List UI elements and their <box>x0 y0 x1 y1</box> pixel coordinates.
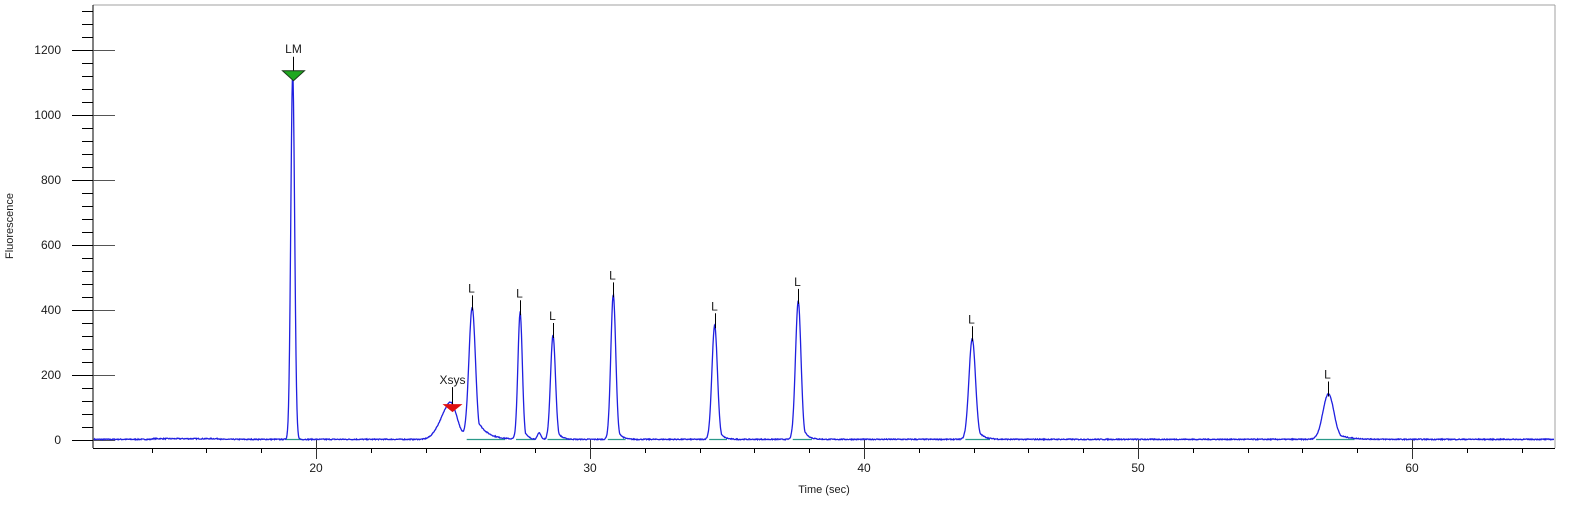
peak-annotations: LM Xsys L L L L L L L L <box>281 42 1331 413</box>
y-axis: 0 200 400 600 800 1000 1200 <box>34 5 115 448</box>
x-axis: 20 30 40 50 60 <box>93 440 1555 475</box>
plot-frame <box>93 4 1556 448</box>
y-axis-title: Fluorescence <box>4 193 16 259</box>
peak-label-ladder: L <box>1324 368 1331 382</box>
system-peak-triangle-icon <box>442 404 463 413</box>
peak-label-ladder: L <box>516 286 523 300</box>
y-tick-label: 600 <box>41 238 61 252</box>
peak-label-ladder: L <box>711 299 718 313</box>
peak-label-ladder: L <box>468 281 475 295</box>
lower-marker-triangle-icon <box>281 70 306 82</box>
x-tick-label: 50 <box>1131 461 1145 475</box>
peak-label-ladder: L <box>549 309 556 323</box>
peak-label-ladder: L <box>609 268 616 282</box>
x-tick-label: 20 <box>309 461 323 475</box>
x-tick-label: 30 <box>583 461 597 475</box>
y-tick-label: 800 <box>41 173 61 187</box>
peak-label-xsys: Xsys <box>439 373 465 387</box>
peak-label-ladder: L <box>968 312 975 326</box>
y-tick-label: 400 <box>41 303 61 317</box>
peak-label-lm: LM <box>285 42 302 56</box>
x-tick-label: 40 <box>857 461 871 475</box>
fluorescence-trace <box>93 73 1554 442</box>
y-tick-label: 1200 <box>34 43 61 57</box>
y-tick-label: 1000 <box>34 108 61 122</box>
y-tick-label: 0 <box>54 433 61 447</box>
peak-label-ladder: L <box>794 275 801 289</box>
x-axis-title: Time (sec) <box>798 484 850 496</box>
y-tick-label: 200 <box>41 368 61 382</box>
x-tick-label: 60 <box>1405 461 1419 475</box>
